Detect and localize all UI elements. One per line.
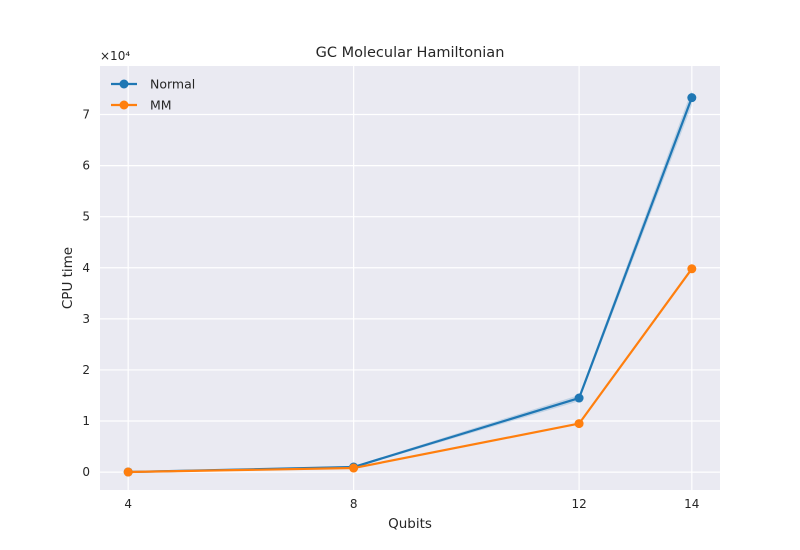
series-points xyxy=(123,93,697,477)
legend: Normal MM xyxy=(111,77,195,113)
plot-area xyxy=(100,66,720,490)
data-point xyxy=(349,463,359,473)
chart-title: GC Molecular Hamiltonian xyxy=(316,45,505,61)
y-tick-label: 0 xyxy=(82,465,90,479)
data-point xyxy=(574,419,584,429)
y-tick-label: 5 xyxy=(82,210,90,224)
x-tick-labels: 4 8 12 14 xyxy=(124,497,699,511)
y-tick-labels: 0 1 2 3 4 5 6 7 xyxy=(82,108,90,480)
legend-item: MM xyxy=(111,98,172,113)
x-tick-label: 4 xyxy=(124,497,132,511)
y-axis-label: CPU time xyxy=(60,247,76,309)
y-tick-label: 1 xyxy=(82,414,90,428)
y-tick-label: 4 xyxy=(82,261,90,275)
grid-lines xyxy=(100,66,720,490)
x-axis-label: Qubits xyxy=(388,516,432,532)
y-tick-label: 3 xyxy=(82,312,90,326)
data-point xyxy=(687,93,697,103)
legend-item: Normal xyxy=(111,77,195,92)
legend-marker xyxy=(119,100,129,110)
legend-label: Normal xyxy=(150,77,195,92)
legend-label: MM xyxy=(150,98,172,113)
series-line xyxy=(128,268,693,474)
legend-marker xyxy=(119,79,129,89)
x-tick-label: 14 xyxy=(684,497,699,511)
y-tick-label: 2 xyxy=(82,363,90,377)
data-point xyxy=(687,264,697,274)
y-axis-offset-label: ×10⁴ xyxy=(100,49,130,63)
x-tick-label: 12 xyxy=(571,497,586,511)
data-point xyxy=(123,467,133,477)
series-lines xyxy=(128,97,693,474)
y-tick-label: 7 xyxy=(82,108,90,122)
data-point xyxy=(574,393,584,403)
y-tick-label: 6 xyxy=(82,159,90,173)
x-tick-label: 8 xyxy=(350,497,358,511)
